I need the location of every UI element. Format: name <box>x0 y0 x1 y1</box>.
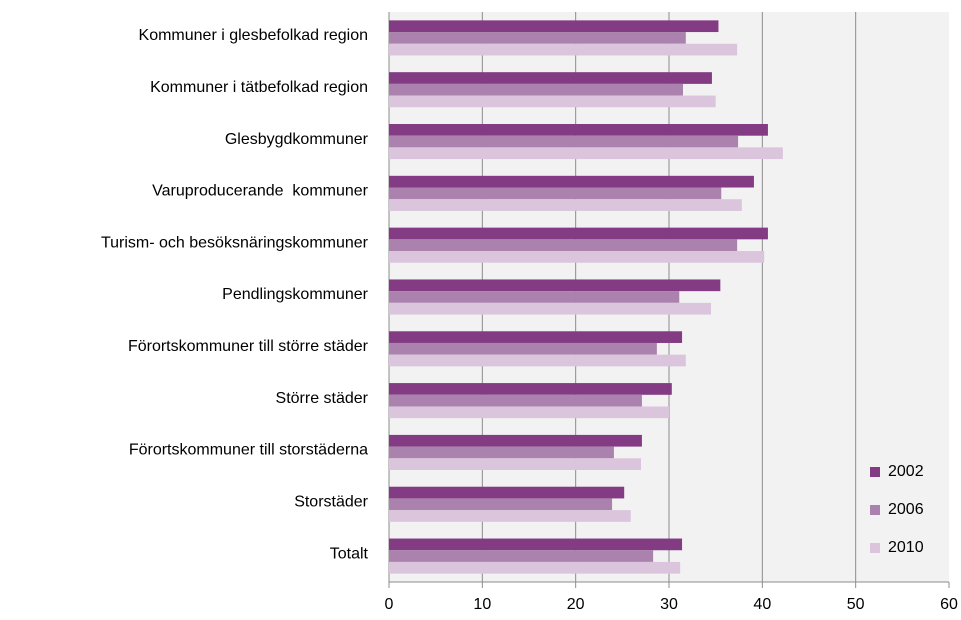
bar <box>389 123 768 136</box>
legend-label: 2010 <box>888 539 924 556</box>
bar <box>389 550 654 562</box>
y-tick-label: Varuproducerande kommuner <box>152 183 368 200</box>
x-tick-label: 40 <box>753 596 771 613</box>
x-tick-label: 60 <box>940 596 958 613</box>
legend-swatch <box>870 467 880 477</box>
x-tick-label: 10 <box>473 596 491 613</box>
bar <box>389 147 783 160</box>
bar <box>389 510 631 522</box>
y-tick-label: Kommuner i glesbefolkad region <box>139 27 368 44</box>
bar <box>389 331 683 343</box>
bar <box>389 227 768 240</box>
bar <box>389 279 721 292</box>
y-tick-label: Turism- och besöksnäringskommuner <box>101 234 369 251</box>
bar <box>389 302 711 315</box>
legend-label: 2006 <box>888 501 924 518</box>
bar <box>389 72 712 84</box>
legend-swatch <box>870 505 880 515</box>
bar <box>389 458 641 471</box>
bar <box>389 394 642 407</box>
bar <box>389 383 672 395</box>
bar <box>389 95 716 108</box>
bar <box>389 342 657 355</box>
bar <box>389 187 722 200</box>
x-tick-label: 50 <box>847 596 865 613</box>
bar <box>389 20 719 33</box>
bar <box>389 83 683 96</box>
y-tick-label: Totalt <box>330 545 369 562</box>
y-tick-label: Större städer <box>276 390 369 407</box>
bar <box>389 199 742 211</box>
bar <box>389 446 614 459</box>
bar <box>389 32 686 44</box>
legend-swatch <box>870 543 880 553</box>
y-tick-label: Förortskommuner till storstäderna <box>129 442 368 459</box>
bar <box>389 561 681 574</box>
bar <box>389 498 613 511</box>
x-tick-label: 20 <box>567 596 585 613</box>
y-tick-label: Pendlingskommuner <box>222 286 369 303</box>
bar <box>389 175 754 188</box>
legend-label: 2002 <box>888 463 924 480</box>
bar <box>389 239 738 252</box>
bar <box>389 43 738 56</box>
bar <box>389 406 669 419</box>
bar <box>389 135 739 148</box>
y-tick-label: Glesbygdkommuner <box>225 131 369 148</box>
x-tick-label: 0 <box>385 596 394 613</box>
bar <box>389 251 765 263</box>
bar <box>389 291 680 303</box>
y-tick-label: Förortskommuner till större städer <box>128 338 369 355</box>
x-tick-label: 30 <box>660 596 678 613</box>
bar <box>389 434 642 447</box>
y-tick-label: Storstäder <box>294 493 368 510</box>
bar <box>389 538 683 551</box>
bar <box>389 486 625 499</box>
bar <box>389 354 686 367</box>
y-tick-label: Kommuner i tätbefolkad region <box>150 79 368 96</box>
